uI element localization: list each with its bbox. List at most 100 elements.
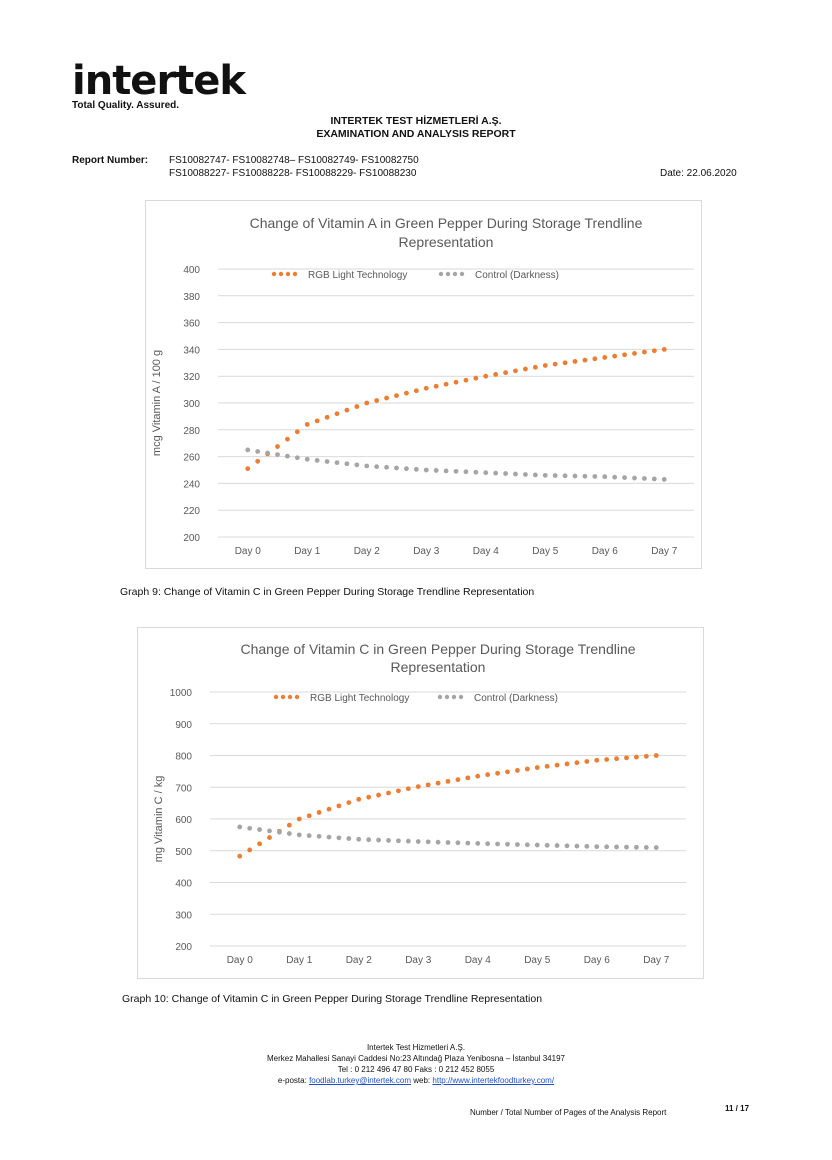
trendline-dot [653,845,659,850]
trendline-dot [245,466,251,472]
trendline-dot [316,833,322,839]
trendline-dot [255,449,261,454]
trendline-dot [584,843,590,849]
trendline-dot [562,360,568,366]
trendline-dot [651,348,657,354]
trendline-dot [404,390,409,396]
trendline-dot [534,842,540,848]
graph10-caption: Graph 10: Change of Vitamin C in Green P… [122,993,543,1005]
trendline-dot [643,845,649,850]
vitamin-a-chart: Change of Vitamin A in Green Pepper Duri… [151,215,694,557]
trendline-dot [503,471,508,476]
footer-contact: e-posta: foodlab.turkey@intertek.com web… [0,1076,832,1085]
trendline-dot [564,761,570,767]
trendline-dot [415,784,421,790]
y-tick-label: 800 [175,752,192,763]
trendline-dot [505,841,510,847]
trendline-dot [366,794,372,800]
legend-marker-dot [294,694,300,700]
legend-marker-dot [278,271,284,277]
legend-marker-dot [459,271,465,277]
trendline-dot [552,361,558,367]
trendline-dot [523,366,528,372]
trendline-dot [475,773,481,779]
legend-marker-dot [287,694,293,700]
trendline-dot [374,464,380,470]
trendline-dot [592,474,598,479]
web-link[interactable]: http://www.intertekfoodturkey.com/ [432,1076,555,1085]
legend-marker-dot [271,271,277,277]
trendline-dot [453,379,459,385]
trendline-dot [532,472,538,478]
trendline-dot [493,470,499,476]
trendline-dot [364,463,370,469]
trendline-dot [344,407,350,413]
trendline-dot [267,835,272,840]
trendline-dot [425,839,431,845]
legend-marker-dot [292,271,298,277]
report-numbers-line2: FS10088227- FS10088228- FS10088229- FS10… [169,168,417,179]
trendline-dot [344,461,350,467]
trendline-dot [304,422,310,427]
trendline-dot [634,754,639,760]
trendline-dot [584,759,590,764]
trendline-dot [354,462,360,468]
legend-label: Control (Darkness) [474,693,558,704]
trendline-dot [354,404,360,409]
page-number: 11 / 17 [725,1104,750,1113]
email-link[interactable]: foodlab.turkey@intertek.com [309,1076,412,1085]
trendline-dot [483,470,489,476]
report-title: EXAMINATION AND ANALYSIS REPORT [316,128,516,140]
trendline-dot [574,843,580,849]
trendline-dot [594,844,600,850]
trendline-dot [296,832,302,838]
trendline-dot [614,844,619,850]
x-tick-label: Day 2 [346,955,373,966]
trendline-dot [515,768,520,773]
trendline-dot [247,825,253,831]
trendline-dot [443,468,449,474]
legend-label: RGB Light Technology [310,693,409,704]
trendline-dot [485,841,491,847]
trendline-dot [285,453,290,459]
trendline-dot [604,757,610,762]
trendline-dot [376,792,381,798]
trendline-dot [463,377,469,383]
trendline-dot [237,853,243,859]
trendline-dot [473,469,479,475]
report-number-label: Report Number: [72,155,149,166]
footer-company: Intertek Test Hizmetleri A.Ş. [366,1043,466,1052]
trendline-dot [544,763,550,769]
trendline-dot [642,476,647,481]
x-tick-label: Day 0 [235,546,262,557]
x-tick-label: Day 5 [524,955,551,966]
legend-marker-dot [452,271,458,277]
trendline-dot [465,775,471,781]
trendline-dot [356,796,362,802]
trendline-dot [552,473,558,478]
trendline-dot [346,800,352,805]
trendline-dot [642,349,647,355]
trendline-dot [405,786,411,792]
trendline-dot [384,395,389,401]
x-tick-label: Day 6 [584,955,611,966]
trendline-dot [334,411,340,417]
y-tick-label: 220 [183,506,200,517]
trendline-dot [495,770,500,776]
trendline-dot [247,847,253,853]
trendline-dot [326,834,332,840]
trendline-dot [602,474,608,480]
trendline-dot [515,842,520,847]
web-label: web: [413,1076,431,1085]
y-tick-label: 400 [175,879,192,890]
trendline-dot [493,372,499,377]
x-tick-label: Day 4 [473,546,500,557]
trendline-dot [336,803,342,809]
trendline-dot [314,418,320,424]
email-label: e-posta: [277,1076,307,1085]
y-tick-label: 500 [175,847,192,858]
trendline-dot [326,806,332,812]
trendline-dot [564,843,570,849]
y-tick-label: 300 [183,399,200,410]
trendline-dot [394,465,399,471]
